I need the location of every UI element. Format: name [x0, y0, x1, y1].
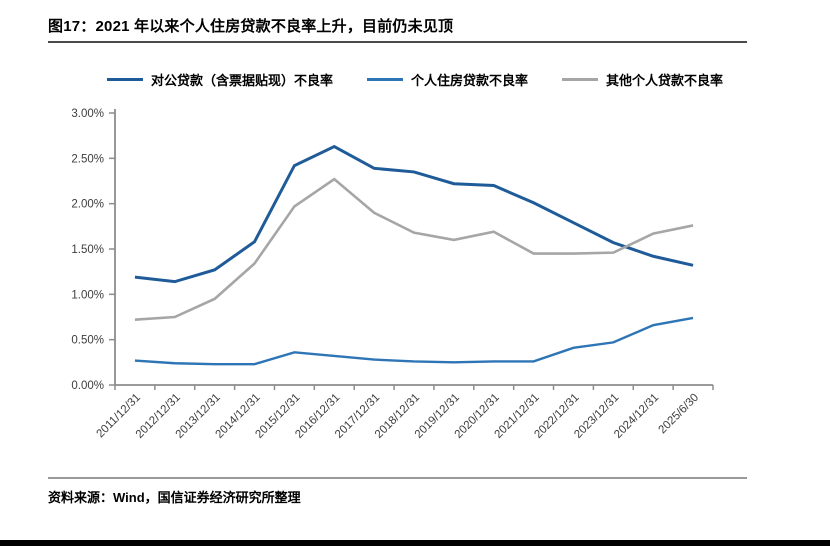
source-divider [48, 477, 747, 479]
chart-legend: 对公贷款（含票据贴现）不良率 个人住房贷款不良率 其他个人贷款不良率 [0, 70, 830, 89]
legend-label: 对公贷款（含票据贴现）不良率 [150, 73, 333, 88]
y-tick-label: 2.50% [71, 153, 104, 165]
y-tick-label: 1.50% [71, 244, 104, 256]
series-line-2 [134, 177, 694, 322]
line-chart-canvas: 0.00%0.50%1.00%1.50%2.00%2.50%3.00%2011/… [71, 108, 714, 441]
y-tick-label: 0.50% [71, 335, 104, 347]
legend-line-swatch [562, 78, 598, 81]
x-tick-label: 2025/6/30 [657, 392, 702, 437]
legend-line-swatch [106, 78, 143, 81]
legend-label: 个人住房贷款不良率 [410, 73, 528, 88]
series-line-0 [134, 144, 694, 284]
legend-item-housing-loans: 个人住房贷款不良率 [366, 70, 528, 89]
legend-item-corporate-loans: 对公贷款（含票据贴现）不良率 [106, 70, 333, 89]
data-source-note: 资料来源：Wind，国信证券经济研究所整理 [48, 490, 301, 505]
legend-item-other-personal-loans: 其他个人贷款不良率 [562, 70, 723, 89]
y-tick-label: 1.00% [71, 289, 104, 301]
y-tick-label: 2.00% [71, 199, 104, 211]
page-footer-bar [0, 540, 830, 546]
title-divider [48, 41, 747, 43]
figure-title: 图17：2021 年以来个人住房贷款不良率上升，目前仍未见顶 [48, 18, 454, 35]
y-tick-label: 0.00% [71, 380, 104, 392]
y-tick-label: 3.00% [71, 108, 104, 120]
legend-line-swatch [366, 78, 403, 81]
series-line-1 [134, 316, 694, 366]
legend-label: 其他个人贷款不良率 [606, 73, 724, 88]
